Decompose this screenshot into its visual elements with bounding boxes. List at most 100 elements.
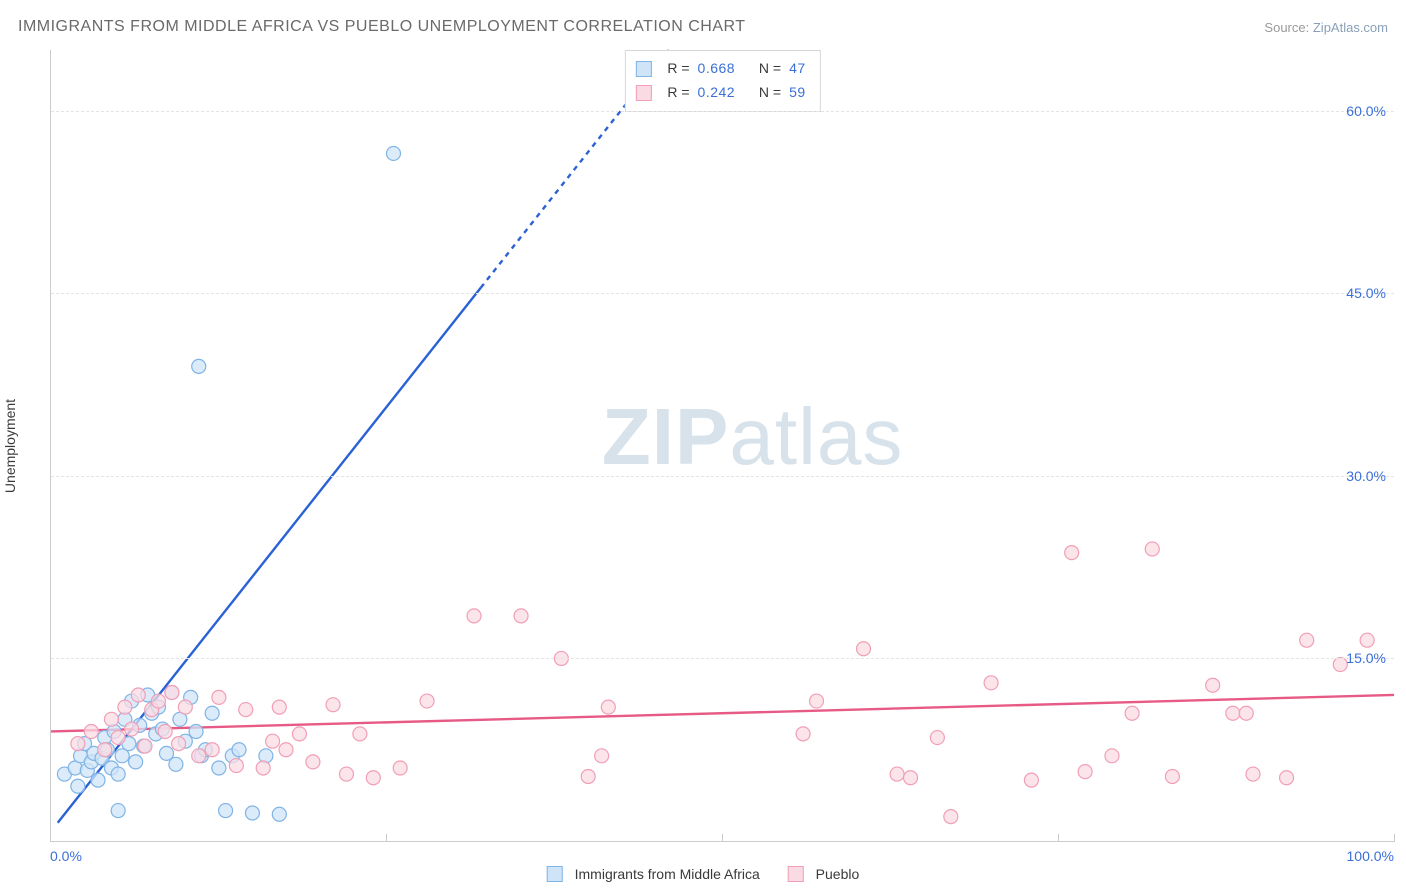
x-tick	[1394, 834, 1395, 842]
data-point	[212, 761, 226, 775]
data-point	[272, 700, 286, 714]
data-point	[595, 749, 609, 763]
plot-area: ZIPatlas R = 0.668 N = 47 R = 0.242 N = …	[50, 50, 1394, 842]
n-value-series1: 47	[789, 57, 806, 81]
n-label: N =	[759, 81, 781, 105]
data-point	[205, 743, 219, 757]
data-point	[189, 724, 203, 738]
x-tick	[1058, 834, 1059, 842]
x-tick	[722, 834, 723, 842]
data-point	[245, 806, 259, 820]
data-point	[292, 727, 306, 741]
y-tick-label: 60.0%	[1346, 103, 1386, 119]
data-point	[1280, 771, 1294, 785]
data-point	[386, 146, 400, 160]
source-attribution: Source: ZipAtlas.com	[1264, 20, 1388, 35]
data-point	[366, 771, 380, 785]
legend-label-series1: Immigrants from Middle Africa	[575, 866, 760, 882]
chart-container: IMMIGRANTS FROM MIDDLE AFRICA VS PUEBLO …	[0, 0, 1406, 892]
data-point	[467, 609, 481, 623]
scatter-svg	[51, 50, 1394, 841]
x-tick	[386, 834, 387, 842]
stats-row-series2: R = 0.242 N = 59	[635, 81, 805, 105]
data-point	[71, 737, 85, 751]
data-point	[1024, 773, 1038, 787]
stats-row-series1: R = 0.668 N = 47	[635, 57, 805, 81]
data-point	[272, 807, 286, 821]
r-value-series2: 0.242	[698, 81, 736, 105]
source-name: ZipAtlas.com	[1313, 20, 1388, 35]
data-point	[256, 761, 270, 775]
gridline	[51, 111, 1394, 112]
trend-line	[51, 695, 1394, 732]
y-tick-label: 30.0%	[1346, 468, 1386, 484]
data-point	[232, 743, 246, 757]
x-axis-ticks: 0.0% 100.0%	[50, 842, 1394, 864]
data-point	[151, 694, 165, 708]
data-point	[158, 724, 172, 738]
data-point	[266, 734, 280, 748]
swatch-series2	[635, 85, 651, 101]
swatch-series1	[635, 61, 651, 77]
n-value-series2: 59	[789, 81, 806, 105]
data-point	[229, 759, 243, 773]
chart-title: IMMIGRANTS FROM MIDDLE AFRICA VS PUEBLO …	[18, 18, 746, 36]
swatch-series1	[547, 866, 563, 882]
r-label: R =	[667, 57, 689, 81]
data-point	[393, 761, 407, 775]
data-point	[1078, 765, 1092, 779]
data-point	[810, 694, 824, 708]
data-point	[219, 804, 233, 818]
data-point	[514, 609, 528, 623]
data-point	[131, 688, 145, 702]
data-point	[178, 700, 192, 714]
data-point	[353, 727, 367, 741]
data-point	[239, 703, 253, 717]
data-point	[1105, 749, 1119, 763]
r-label: R =	[667, 81, 689, 105]
data-point	[125, 722, 139, 736]
data-point	[904, 771, 918, 785]
data-point	[1206, 678, 1220, 692]
data-point	[129, 755, 143, 769]
legend-label-series2: Pueblo	[816, 866, 860, 882]
y-tick-label: 15.0%	[1346, 650, 1386, 666]
data-point	[205, 706, 219, 720]
swatch-series2	[788, 866, 804, 882]
gridline	[51, 476, 1394, 477]
data-point	[581, 770, 595, 784]
data-point	[138, 739, 152, 753]
gridline	[51, 658, 1394, 659]
r-value-series1: 0.668	[698, 57, 736, 81]
gridline	[51, 293, 1394, 294]
data-point	[111, 767, 125, 781]
data-point	[306, 755, 320, 769]
legend-item-series1: Immigrants from Middle Africa	[547, 866, 760, 882]
data-point	[1065, 546, 1079, 560]
data-point	[601, 700, 615, 714]
data-point	[1333, 658, 1347, 672]
data-point	[857, 642, 871, 656]
x-tick-label-start: 0.0%	[50, 848, 82, 864]
data-point	[192, 359, 206, 373]
data-point	[339, 767, 353, 781]
data-point	[1300, 633, 1314, 647]
data-point	[111, 804, 125, 818]
data-point	[104, 712, 118, 726]
data-point	[98, 743, 112, 757]
data-point	[212, 690, 226, 704]
data-point	[1125, 706, 1139, 720]
data-point	[1226, 706, 1240, 720]
data-point	[91, 773, 105, 787]
data-point	[169, 757, 183, 771]
x-tick-label-end: 100.0%	[1347, 848, 1394, 864]
data-point	[172, 737, 186, 751]
data-point	[890, 767, 904, 781]
source-label: Source:	[1264, 20, 1309, 35]
data-point	[279, 743, 293, 757]
correlation-stats-box: R = 0.668 N = 47 R = 0.242 N = 59	[624, 50, 820, 112]
data-point	[326, 698, 340, 712]
data-point	[984, 676, 998, 690]
n-label: N =	[759, 57, 781, 81]
data-point	[1239, 706, 1253, 720]
